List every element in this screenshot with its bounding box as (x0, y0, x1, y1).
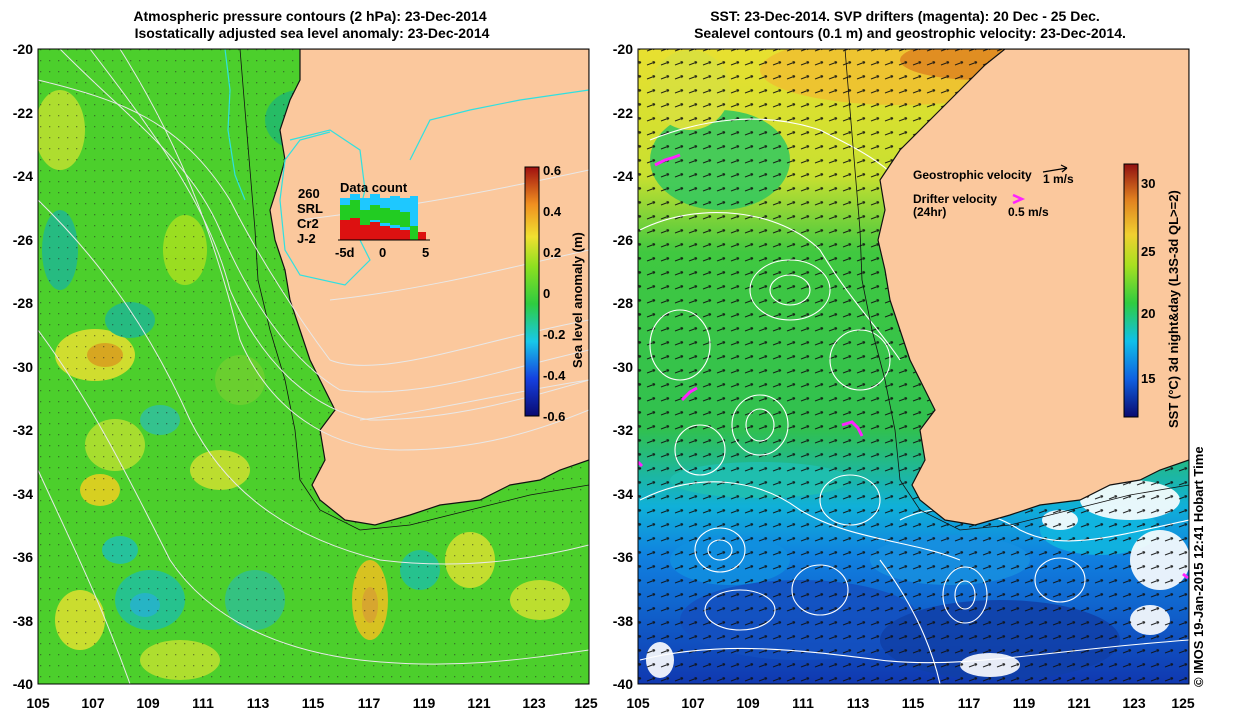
sst-colorbar: 30 25 20 15 SST (°C) 3d night&day (L3S-3… (1123, 163, 1181, 428)
inset-xtick-3: 5 (422, 245, 429, 260)
right-title-line2: Sealevel contours (0.1 m) and geostrophi… (694, 25, 1126, 41)
left-ytick-7: -34 (13, 486, 33, 502)
right-ytick-8: -36 (613, 549, 633, 565)
geo-velocity-arrow (1042, 164, 1068, 173)
right-xtick-1: 107 (681, 695, 705, 711)
right-xtick-4: 113 (847, 695, 870, 711)
left-xtick-9: 123 (522, 695, 546, 711)
drifter-velocity-sub: (24hr) (913, 205, 946, 219)
right-xtick-10: 125 (1171, 695, 1195, 711)
left-y-axis: -20 -22 -24 -26 -28 -30 -32 -34 -36 -38 … (13, 41, 33, 692)
right-ytick-0: -20 (613, 41, 633, 57)
right-ytick-6: -32 (613, 422, 633, 438)
left-ytick-1: -22 (13, 105, 33, 121)
inset-xtick-1: -5d (335, 245, 355, 260)
right-map: SST: 23-Dec-2014. SVP drifters (magenta)… (613, 8, 1206, 711)
left-xtick-6: 117 (358, 695, 381, 711)
right-ytick-10: -40 (613, 676, 633, 692)
svp-drifters (638, 153, 1189, 580)
right-ytick-4: -28 (613, 295, 633, 311)
inset-series-cr2: Cr2 (297, 216, 319, 231)
sla-cb-tick-5: -0.4 (543, 368, 566, 383)
drifter-velocity-scale: 0.5 m/s (1008, 205, 1049, 219)
left-map: Atmospheric pressure contours (2 hPa): 2… (13, 8, 598, 711)
sla-colorbar: 0.6 0.4 0.2 0 -0.2 -0.4 -0.6 Sea level a… (524, 163, 585, 424)
left-ytick-3: -26 (13, 232, 33, 248)
sla-cb-label: Sea level anomaly (m) (570, 232, 585, 368)
left-ytick-5: -30 (13, 359, 33, 375)
inset-series-j2: J-2 (297, 231, 316, 246)
right-ytick-5: -30 (613, 359, 633, 375)
bathymetry-contour-sst (844, 49, 1189, 531)
sst-cb-tick-2: 20 (1141, 306, 1155, 321)
sla-cb-tick-1: 0.4 (543, 204, 562, 219)
right-xtick-3: 111 (792, 695, 814, 711)
left-ytick-2: -24 (13, 168, 33, 184)
right-xtick-5: 115 (902, 695, 925, 711)
left-ytick-4: -28 (13, 295, 33, 311)
sst-cb-label: SST (°C) 3d night&day (L3S-3d QL>=2) (1166, 190, 1181, 428)
geo-velocity-label: Geostrophic velocity (913, 168, 1032, 182)
left-ytick-8: -36 (13, 549, 33, 565)
left-xtick-5: 115 (302, 695, 325, 711)
sst-cb-tick-3: 15 (1141, 371, 1155, 386)
right-xtick-9: 123 (1122, 695, 1146, 711)
right-ytick-3: -26 (613, 232, 633, 248)
left-xtick-8: 121 (467, 695, 491, 711)
inset-xtick-2: 0 (379, 245, 386, 260)
pressure-contour-cyan (224, 49, 589, 286)
inset-title: Data count (340, 180, 408, 195)
sla-cb-tick-2: 0.2 (543, 245, 561, 260)
sla-cb-tick-4: -0.2 (543, 327, 565, 342)
right-title-line1: SST: 23-Dec-2014. SVP drifters (magenta)… (710, 8, 1100, 24)
right-xtick-8: 121 (1067, 695, 1091, 711)
sla-cb-tick-0: 0.6 (543, 163, 561, 178)
bathymetry-contour (239, 49, 589, 531)
right-ytick-2: -24 (613, 168, 633, 184)
right-y-axis: -20 -22 -24 -26 -28 -30 -32 -34 -36 -38 … (613, 41, 633, 692)
data-count-inset: 260 Data count SRL Cr2 J-2 -5d 0 5 (297, 180, 430, 260)
sla-cb-tick-3: 0 (543, 286, 550, 301)
right-ytick-1: -22 (613, 105, 633, 121)
right-ytick-7: -34 (613, 486, 633, 502)
sla-cb-tick-6: -0.6 (543, 409, 565, 424)
left-xtick-10: 125 (574, 695, 598, 711)
left-x-axis: 105 107 109 111 113 115 117 119 121 123 … (26, 695, 598, 711)
inset-count-label: 260 (298, 186, 320, 201)
right-ytick-9: -38 (613, 613, 633, 629)
right-xtick-2: 109 (736, 695, 760, 711)
drifter-velocity-arrow (1012, 193, 1026, 205)
pressure-contours (38, 49, 589, 684)
left-xtick-2: 109 (136, 695, 160, 711)
left-ytick-0: -20 (13, 41, 33, 57)
left-ytick-10: -40 (13, 676, 33, 692)
left-xtick-0: 105 (26, 695, 50, 711)
left-ytick-9: -38 (13, 613, 33, 629)
left-xtick-3: 111 (192, 695, 214, 711)
sst-cb-tick-0: 30 (1141, 176, 1155, 191)
imos-credit: © IMOS 19-Jan-2015 12:41 Hobart Time (1191, 446, 1206, 687)
sst-cb-tick-1: 25 (1141, 244, 1155, 259)
left-title-line2: Isostatically adjusted sea level anomaly… (135, 25, 490, 41)
sst-colorbar-bar (1123, 163, 1139, 418)
left-ytick-6: -32 (13, 422, 33, 438)
right-map-frame (637, 48, 1190, 685)
australia-land-sst (877, 49, 1189, 526)
inset-series-srl: SRL (297, 201, 323, 216)
left-xtick-7: 119 (413, 695, 436, 711)
geo-velocity-scale: 1 m/s (1043, 172, 1074, 186)
right-xtick-7: 119 (1013, 695, 1036, 711)
right-x-axis: 105 107 109 111 113 115 117 119 121 123 … (626, 695, 1195, 711)
right-xtick-0: 105 (626, 695, 650, 711)
left-title-line1: Atmospheric pressure contours (2 hPa): 2… (133, 8, 486, 24)
sla-colorbar-bar (524, 166, 540, 417)
left-map-frame (37, 48, 590, 685)
inset-bars (338, 194, 430, 241)
drifter-velocity-label: Drifter velocity (913, 192, 997, 206)
left-xtick-4: 113 (247, 695, 270, 711)
right-xtick-6: 117 (958, 695, 981, 711)
left-xtick-1: 107 (81, 695, 105, 711)
velocity-legend: Geostrophic velocity 1 m/s Drifter veloc… (913, 164, 1074, 219)
